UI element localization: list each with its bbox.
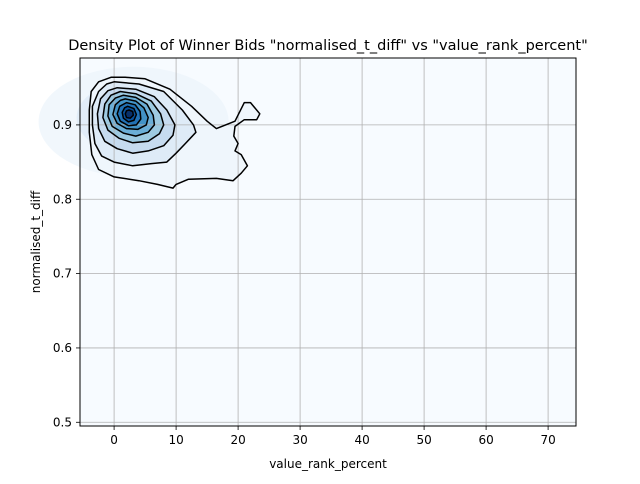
contour-line: [102, 90, 165, 144]
y-tick-label: 0.5: [53, 415, 72, 429]
x-tick-label: 40: [354, 433, 369, 447]
density-layer: [38, 58, 576, 426]
x-tick-label: 30: [292, 433, 307, 447]
x-tick-label: 0: [110, 433, 118, 447]
x-tick-label: 20: [230, 433, 245, 447]
contour-layer: [88, 76, 261, 189]
axes-frame: [79, 57, 577, 427]
contour-line: [96, 86, 176, 154]
contour-line: [124, 109, 135, 119]
contour-line: [116, 101, 142, 127]
x-tick-label: 50: [416, 433, 431, 447]
y-tick-label: 0.7: [53, 267, 72, 281]
contour-line: [88, 76, 261, 189]
chart-title: Density Plot of Winner Bids "normalised_…: [68, 38, 588, 54]
contour-line: [107, 94, 156, 137]
y-axis-label: normalised_t_diff: [29, 190, 43, 293]
contour-line: [121, 105, 138, 123]
x-axis-label: value_rank_percent: [269, 457, 387, 471]
x-tick-label: 60: [478, 433, 493, 447]
y-tick-label: 0.9: [53, 118, 72, 132]
tick-layer: 0 10 20 30 40 50 60 70 0.5 0.6 0.7 0.8 0.9: [53, 118, 556, 447]
x-tick-label: 70: [540, 433, 555, 447]
y-tick-label: 0.8: [53, 192, 72, 206]
contour-line: [91, 81, 197, 167]
grid-layer: [80, 58, 576, 426]
y-tick-label: 0.6: [53, 341, 72, 355]
x-tick-label: 10: [168, 433, 183, 447]
contour-line: [112, 98, 149, 131]
